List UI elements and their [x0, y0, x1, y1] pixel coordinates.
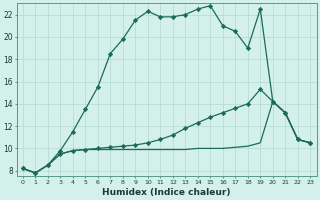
X-axis label: Humidex (Indice chaleur): Humidex (Indice chaleur) — [102, 188, 231, 197]
